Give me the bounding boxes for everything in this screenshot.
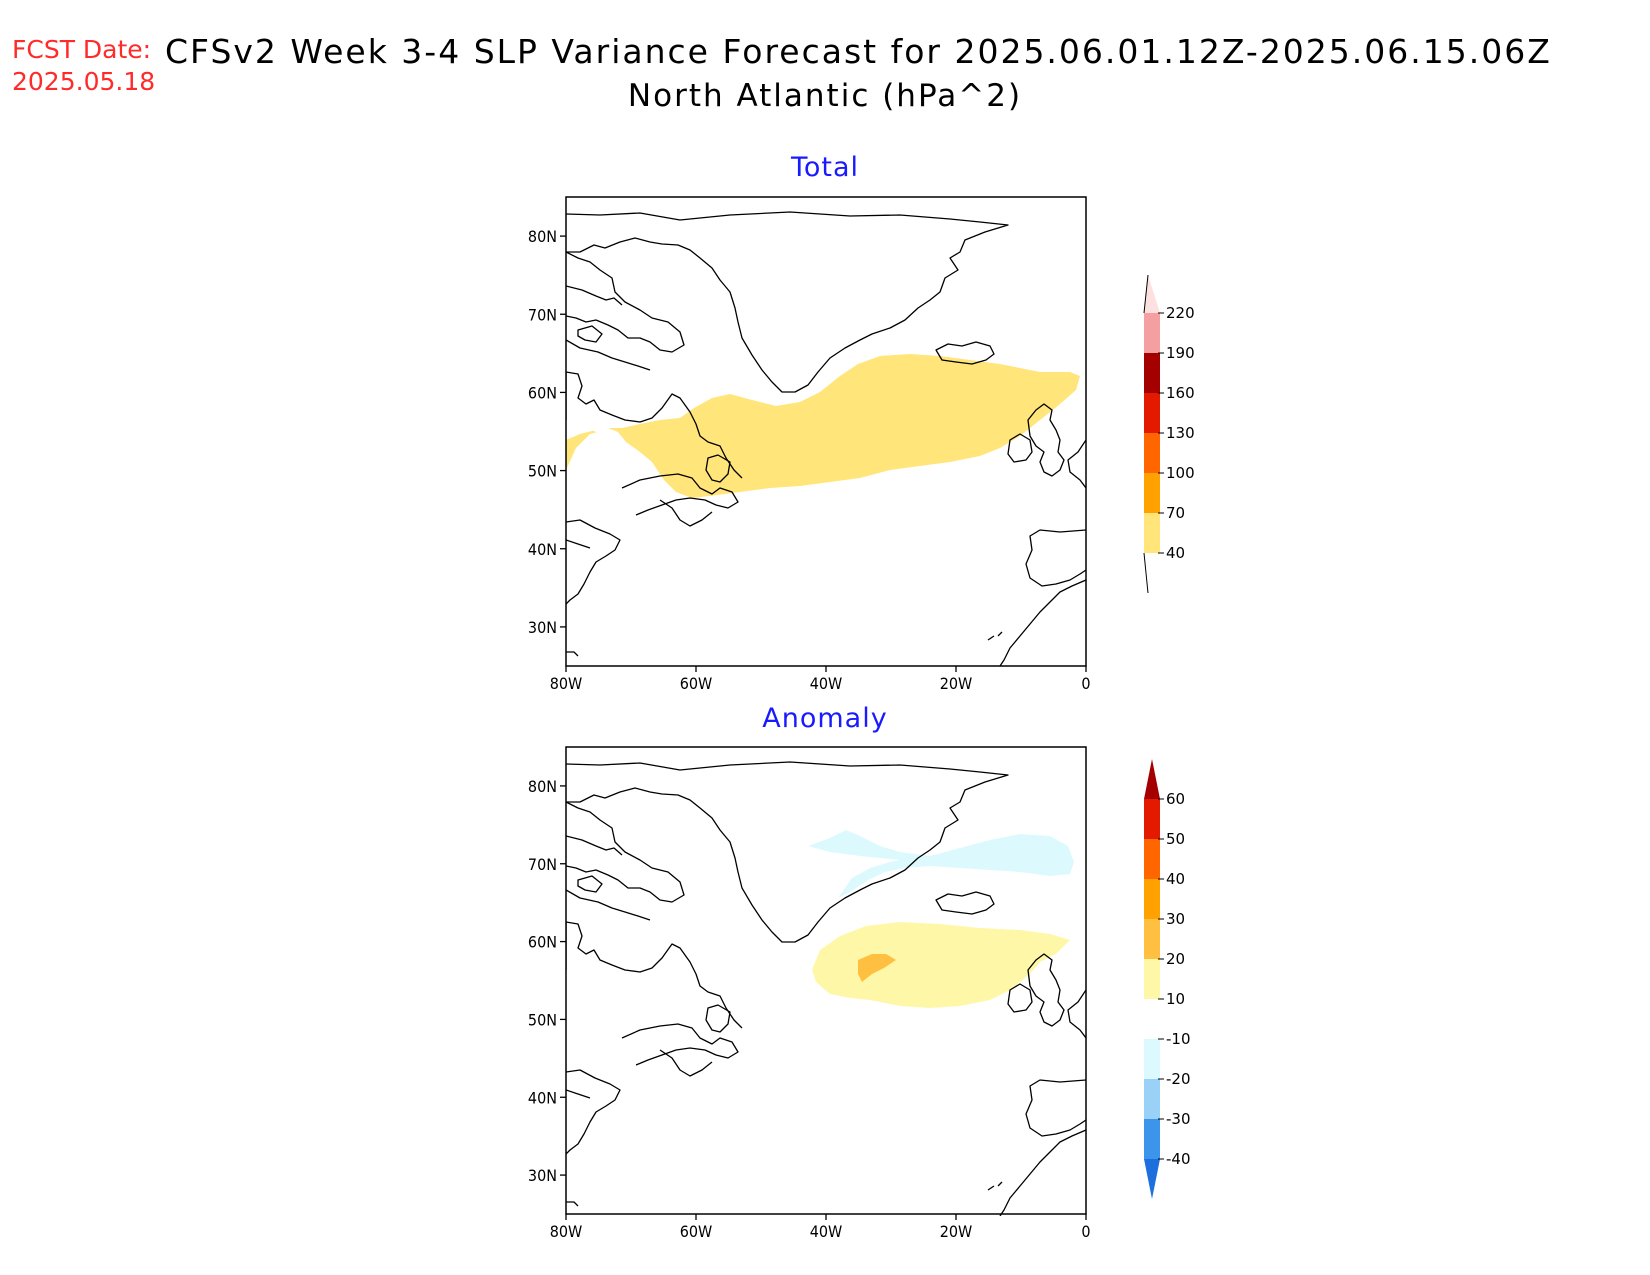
total-cb-upper-extend xyxy=(1144,275,1160,313)
total-cb-box xyxy=(1144,393,1160,433)
total-lat-label: 60N xyxy=(528,383,557,402)
total-lon-label: 20W xyxy=(940,674,973,693)
anomaly-cb-box xyxy=(1144,1039,1160,1079)
anomaly-lat-label: 50N xyxy=(528,1010,557,1029)
total-lat-label: 50N xyxy=(528,462,557,481)
total-cb-label: 100 xyxy=(1166,464,1195,482)
total-lat-label: 80N xyxy=(528,227,557,246)
anomaly-lat-label: 30N xyxy=(528,1166,557,1185)
anomaly-lon-axis: 80W 60W 40W 20W 0 xyxy=(550,1214,1091,1241)
figure-title: CFSv2 Week 3-4 SLP Variance Forecast for… xyxy=(165,32,1552,71)
anomaly-lon-label: 0 xyxy=(1081,1222,1090,1241)
total-lon-label: 0 xyxy=(1081,674,1090,693)
anomaly-cb-label: -10 xyxy=(1166,1030,1191,1048)
anomaly-lon-label: 40W xyxy=(810,1222,843,1241)
fcst-date-value: 2025.05.18 xyxy=(12,67,156,96)
total-lat-label: 30N xyxy=(528,618,557,637)
total-cb-label: 40 xyxy=(1166,544,1185,562)
anomaly-lat-label: 40N xyxy=(528,1088,557,1107)
anomaly-region-20-30 xyxy=(858,954,896,982)
anomaly-cb-box xyxy=(1144,799,1160,839)
anomaly-lon-label: 20W xyxy=(940,1222,973,1241)
anomaly-cb-label: 20 xyxy=(1166,950,1185,968)
anomaly-colorbar: 60 50 40 30 20 10 -10 -20 -30 -40 xyxy=(1144,759,1191,1199)
total-map xyxy=(565,196,1087,667)
anomaly-cb-label: -20 xyxy=(1166,1070,1191,1088)
panel-title-anomaly: Anomaly xyxy=(762,703,888,734)
anomaly-cb-label: -40 xyxy=(1166,1150,1191,1168)
anomaly-cb-box xyxy=(1144,879,1160,919)
anomaly-cb-box xyxy=(1144,999,1160,1039)
panel-title-total: Total xyxy=(790,152,860,183)
total-lat-label: 70N xyxy=(528,305,557,324)
total-lon-label: 40W xyxy=(810,674,843,693)
anomaly-cb-box xyxy=(1144,959,1160,999)
anomaly-cb-label: 30 xyxy=(1166,910,1185,928)
anomaly-lon-label: 60W xyxy=(680,1222,713,1241)
total-cb-label: 130 xyxy=(1166,424,1195,442)
anomaly-lat-axis: 80N 70N 60N 50N 40N 30N xyxy=(528,777,566,1185)
total-colorbar: 40 70 100 130 160 190 220 xyxy=(1143,274,1195,594)
anomaly-cb-label: -30 xyxy=(1166,1110,1191,1128)
anomaly-cb-box xyxy=(1144,919,1160,959)
total-cb-box xyxy=(1144,353,1160,393)
total-cb-label: 190 xyxy=(1166,344,1195,362)
anomaly-cb-box xyxy=(1144,1079,1160,1119)
total-cb-label: 160 xyxy=(1166,384,1195,402)
anomaly-cb-box xyxy=(1144,839,1160,879)
total-lat-axis: 80N 70N 60N 50N 40N 30N xyxy=(528,227,566,637)
anomaly-region-neg10-neg20 xyxy=(808,830,1074,898)
total-cb-box xyxy=(1144,473,1160,513)
anomaly-cb-lower-extend xyxy=(1144,1159,1160,1199)
total-lat-label: 40N xyxy=(528,540,557,559)
total-lon-label: 60W xyxy=(680,674,713,693)
anomaly-cb-label: 10 xyxy=(1166,990,1185,1008)
fcst-date-label: FCST Date: xyxy=(12,35,152,64)
total-cb-label: 220 xyxy=(1166,304,1195,322)
anomaly-cb-label: 40 xyxy=(1166,870,1185,888)
total-lon-label: 80W xyxy=(550,674,583,693)
anomaly-map xyxy=(565,746,1087,1216)
figure-subtitle: North Atlantic (hPa^2) xyxy=(627,78,1023,114)
anomaly-lon-label: 80W xyxy=(550,1222,583,1241)
total-cb-label: 70 xyxy=(1166,504,1185,522)
anomaly-lat-label: 80N xyxy=(528,777,557,796)
total-lon-axis: 80W 60W 40W 20W 0 xyxy=(550,666,1091,693)
anomaly-region-10-20 xyxy=(812,922,1070,1008)
anomaly-lat-label: 70N xyxy=(528,855,557,874)
anomaly-cb-upper-extend xyxy=(1144,759,1160,799)
total-cb-box xyxy=(1144,513,1160,553)
total-cb-box xyxy=(1144,433,1160,473)
anomaly-cb-label: 60 xyxy=(1166,790,1185,808)
anomaly-cb-label: 50 xyxy=(1166,830,1185,848)
total-region-40-70 xyxy=(566,354,1080,498)
total-cb-box xyxy=(1144,313,1160,353)
anomaly-cb-box xyxy=(1144,1119,1160,1159)
total-cb-lower-extend xyxy=(1143,552,1149,594)
anomaly-lat-label: 60N xyxy=(528,933,557,952)
